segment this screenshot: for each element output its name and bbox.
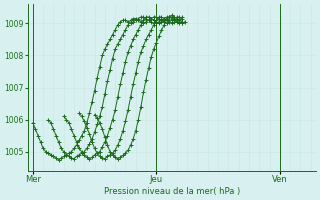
X-axis label: Pression niveau de la mer( hPa ): Pression niveau de la mer( hPa ) [104,187,240,196]
